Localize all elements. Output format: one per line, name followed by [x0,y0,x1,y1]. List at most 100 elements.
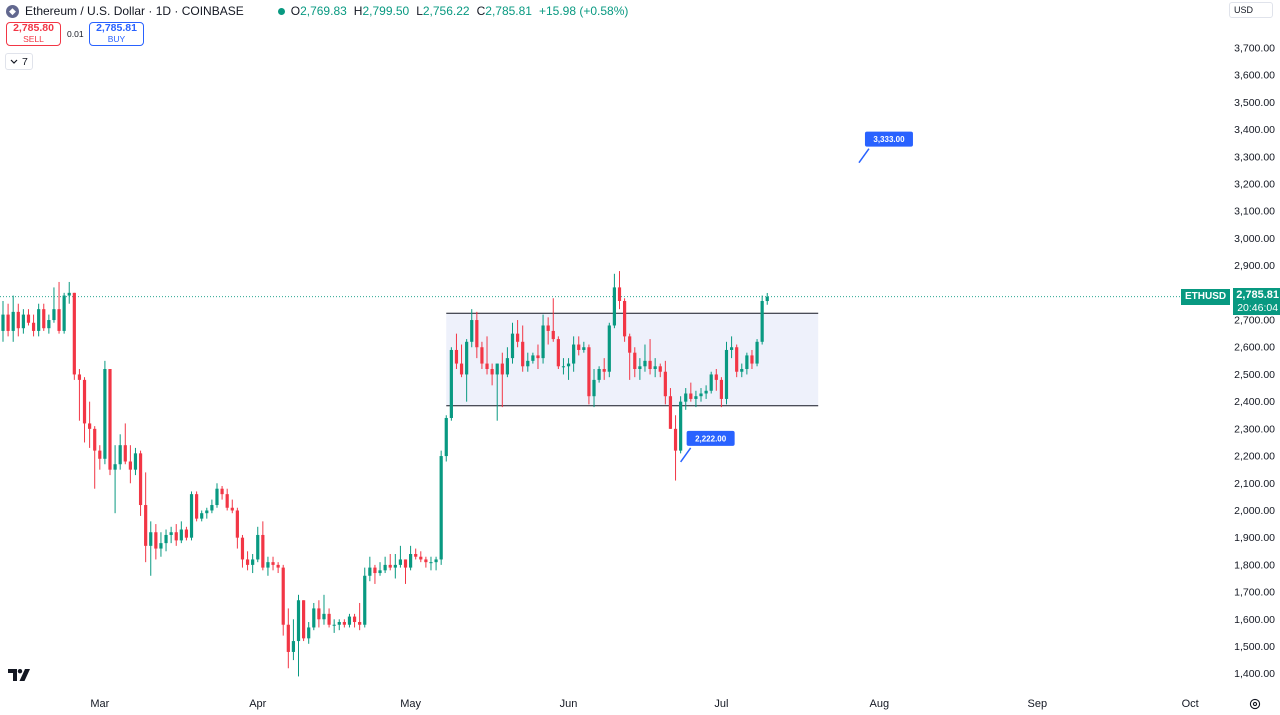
candle[interactable] [566,358,571,380]
candle[interactable] [541,314,545,364]
candle[interactable] [47,314,51,334]
candle[interactable] [108,369,112,476]
candle[interactable] [103,360,107,465]
indicators-toggle-button[interactable]: 7 [5,53,33,70]
candle[interactable] [210,499,214,514]
candle[interactable] [67,281,71,304]
candle[interactable] [195,491,199,522]
candle[interactable] [531,352,535,364]
tradingview-logo-icon[interactable] [8,668,32,687]
candle[interactable] [577,336,581,356]
candle[interactable] [352,613,357,628]
candle[interactable] [729,336,734,359]
candle[interactable] [470,309,474,348]
candle[interactable] [587,344,591,405]
candle[interactable] [251,554,255,574]
candle[interactable] [312,602,316,631]
candle[interactable] [663,360,667,405]
candle[interactable] [760,295,764,345]
candle[interactable] [434,556,438,571]
candle[interactable] [16,303,20,337]
candle[interactable] [597,366,601,383]
candle[interactable] [684,388,688,410]
candle[interactable] [709,371,713,394]
candle[interactable] [317,600,321,628]
candle[interactable] [26,309,31,326]
candle[interactable] [128,445,132,484]
x-axis[interactable]: Mar Apr May Jun Jul Aug Sep Oct [90,698,1198,710]
sell-button[interactable]: 2,785.80 SELL [6,22,61,46]
candle[interactable] [144,472,148,563]
candle[interactable] [414,548,418,560]
candle[interactable] [745,352,749,375]
candle[interactable] [403,559,408,584]
candle[interactable] [368,556,372,582]
candle[interactable] [480,341,484,370]
candle[interactable] [21,309,25,334]
candle[interactable] [526,352,530,372]
candle[interactable] [465,339,469,402]
candle[interactable] [521,325,525,372]
candle[interactable] [439,450,443,565]
candle[interactable] [154,524,158,560]
candle[interactable] [556,336,560,370]
candle[interactable] [490,363,494,386]
candle[interactable] [607,322,611,378]
candle[interactable] [485,336,489,375]
candle[interactable] [174,524,178,546]
candle[interactable] [536,344,540,370]
candle[interactable] [276,562,280,574]
candle[interactable] [735,344,739,378]
candle[interactable] [6,303,10,337]
candle[interactable] [302,600,306,642]
candle[interactable] [113,445,117,514]
candle[interactable] [118,434,122,470]
candle[interactable] [164,529,168,552]
candle[interactable] [653,358,657,378]
symbol-title[interactable]: Ethereum / U.S. Dollar · 1D · COINBASE [25,4,244,18]
candle[interactable] [332,619,336,633]
candle[interactable] [42,303,46,331]
candle[interactable] [230,499,234,514]
candle[interactable] [220,485,224,500]
candle[interactable] [169,526,173,544]
candle[interactable] [643,344,647,372]
candle[interactable] [429,556,433,571]
candle[interactable] [551,298,555,342]
candle[interactable] [617,271,622,310]
candle[interactable] [256,526,260,563]
candle[interactable] [449,347,453,421]
candle[interactable] [159,532,163,557]
price-callout[interactable]: 2,222.00 [680,430,735,463]
candle[interactable] [245,551,250,571]
candle[interactable] [261,521,265,571]
candle[interactable] [37,303,41,337]
candle[interactable] [322,594,326,625]
candle[interactable] [572,336,576,372]
candle[interactable] [52,287,56,323]
candle[interactable] [515,320,520,348]
candle[interactable] [82,377,87,443]
currency-selector[interactable]: USD [1229,2,1273,18]
candle[interactable] [750,349,754,370]
y-axis[interactable]: 1,400.00 1,500.00 1,600.00 1,700.00 1,800.00… [1234,42,1275,680]
candle[interactable] [347,613,352,628]
candle[interactable] [454,333,459,370]
candle[interactable] [373,564,377,584]
candle[interactable] [714,369,718,391]
candle[interactable] [699,388,703,402]
candle[interactable] [724,341,729,405]
candle[interactable] [133,447,138,476]
candle[interactable] [179,521,183,544]
candle[interactable] [189,491,194,541]
candle[interactable] [459,344,464,378]
candle[interactable] [582,341,586,353]
candle[interactable] [673,415,678,481]
buy-button[interactable]: 2,785.81 BUY [89,22,144,46]
candle[interactable] [88,401,92,448]
candle[interactable] [419,551,423,563]
candle[interactable] [704,385,708,399]
candle[interactable] [592,369,596,408]
candle[interactable] [240,534,245,568]
